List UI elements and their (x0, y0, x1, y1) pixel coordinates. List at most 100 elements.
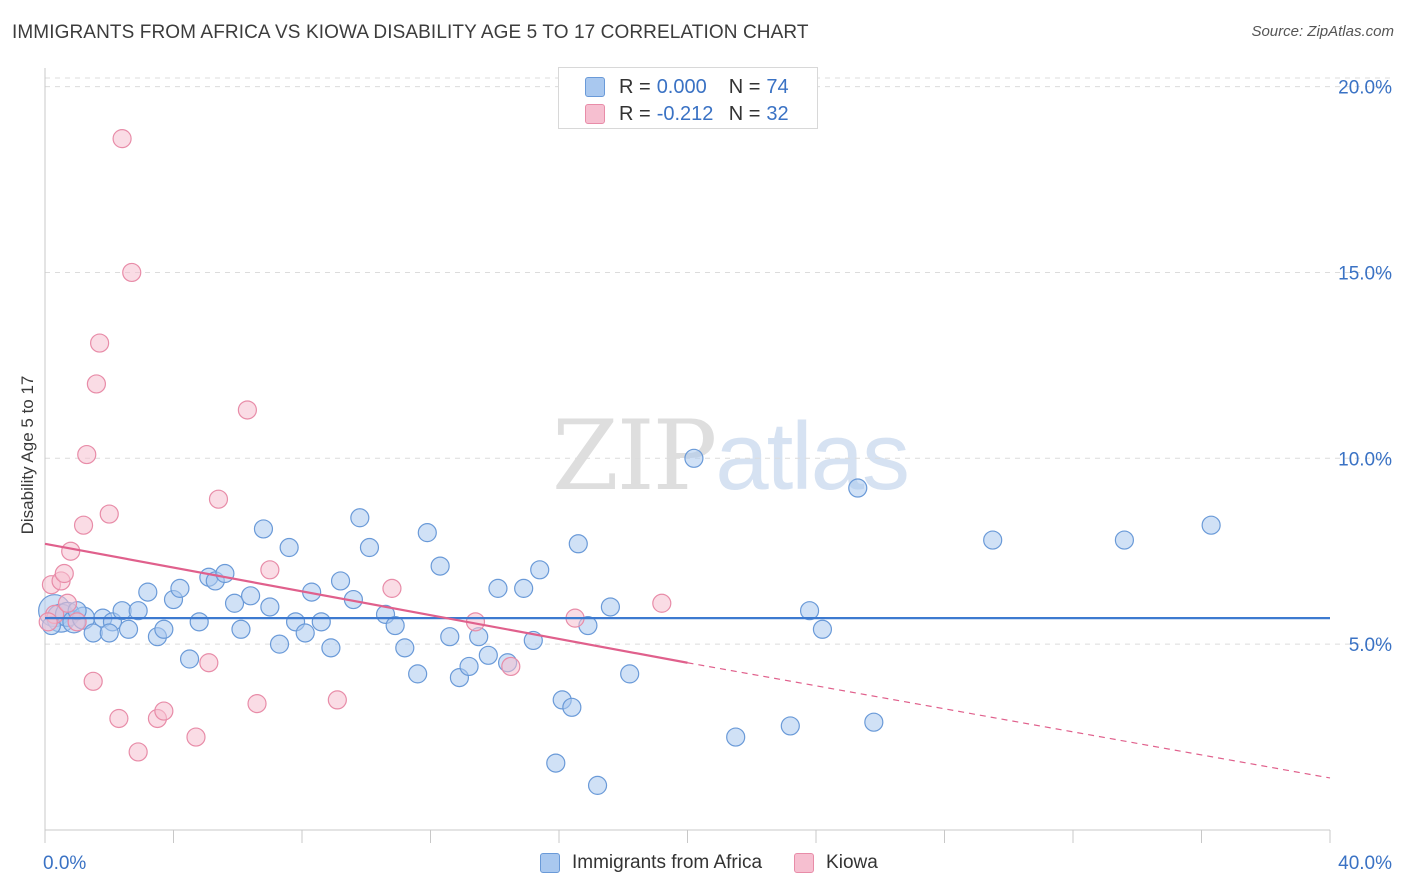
point-africa (231, 619, 251, 639)
r-label: R = (619, 75, 651, 98)
legend-item-kiowa[interactable]: Kiowa (794, 852, 878, 874)
point-kiowa (327, 690, 347, 710)
r-value: 0.000 (656, 75, 707, 98)
point-africa (154, 619, 174, 639)
point-africa (395, 638, 415, 658)
point-kiowa (99, 504, 119, 524)
point-kiowa (54, 563, 74, 584)
legend-item-africa[interactable]: Immigrants from Africa (540, 852, 762, 874)
point-kiowa (77, 444, 97, 465)
y-tick-label: 10.0% (1338, 449, 1392, 470)
point-africa (459, 656, 479, 677)
point-africa (260, 597, 280, 617)
legend-row-kiowa: R = -0.212 N = 32 (585, 103, 789, 125)
point-africa (359, 537, 380, 558)
point-africa (684, 448, 704, 468)
point-africa (568, 534, 588, 554)
legend-label-africa: Immigrants from Africa (572, 852, 763, 873)
legend-swatch-kiowa (794, 853, 815, 873)
n-value: 32 (766, 102, 789, 125)
point-africa (587, 775, 608, 795)
legend-row-africa: R = 0.000 N = 74 (585, 76, 789, 98)
r-value: -0.212 (656, 102, 714, 125)
point-kiowa (154, 701, 174, 721)
point-africa (241, 586, 261, 606)
point-africa (128, 601, 148, 621)
legend-swatch-africa (540, 853, 560, 873)
point-africa (812, 619, 833, 639)
point-africa (189, 612, 209, 632)
point-kiowa (112, 129, 132, 149)
point-africa (99, 623, 119, 643)
n-label: N = (728, 102, 761, 125)
point-africa (780, 716, 800, 736)
point-africa (530, 560, 550, 580)
point-africa (726, 727, 746, 747)
watermark: ZIPatlas (552, 400, 910, 512)
point-africa (848, 478, 868, 498)
x-tick-label: 40.0% (1338, 853, 1392, 874)
legend-label-kiowa: Kiowa (826, 852, 878, 873)
trendline-extension-kiowa (687, 662, 1331, 779)
point-kiowa (73, 515, 94, 535)
point-africa (215, 563, 235, 584)
series-legend: Immigrants from Africa Kiowa (540, 852, 910, 874)
point-africa (170, 578, 190, 598)
y-tick-label: 5.0% (1349, 635, 1392, 656)
point-kiowa (83, 671, 103, 691)
point-kiowa (67, 612, 87, 632)
point-africa (385, 615, 405, 636)
trendline-kiowa (44, 542, 688, 664)
point-africa (179, 649, 200, 669)
point-kiowa (382, 578, 402, 598)
point-africa (514, 578, 534, 598)
point-africa (112, 601, 132, 621)
n-value: 74 (766, 75, 789, 98)
point-kiowa (652, 593, 672, 613)
point-africa (600, 597, 621, 617)
point-africa (1114, 530, 1135, 550)
chart-title: IMMIGRANTS FROM AFRICA VS KIOWA DISABILI… (12, 22, 809, 43)
point-africa (321, 638, 341, 658)
point-kiowa (128, 742, 148, 762)
point-kiowa (90, 333, 110, 353)
point-kiowa (57, 593, 78, 613)
point-kiowa (86, 374, 107, 394)
point-africa (350, 508, 370, 528)
point-kiowa (109, 708, 129, 729)
point-africa (330, 571, 351, 591)
source-label: Source: ZipAtlas.com (1251, 23, 1394, 40)
point-africa (138, 582, 158, 602)
point-kiowa (501, 656, 521, 677)
point-kiowa (38, 612, 58, 632)
point-kiowa (61, 541, 81, 561)
point-africa (311, 612, 331, 632)
point-kiowa (208, 489, 229, 509)
point-africa (269, 634, 290, 654)
legend-swatch-africa (585, 77, 605, 97)
point-africa (440, 627, 460, 647)
point-africa (488, 578, 508, 598)
point-kiowa (186, 727, 206, 747)
point-africa (620, 664, 640, 684)
n-label: N = (728, 75, 761, 98)
x-tick-label: 0.0% (43, 853, 86, 874)
y-tick-label: 20.0% (1338, 78, 1392, 99)
point-africa (562, 697, 582, 717)
point-africa (430, 556, 450, 576)
point-africa (408, 664, 428, 684)
point-africa (118, 619, 139, 639)
point-africa (478, 645, 498, 665)
point-kiowa (260, 560, 280, 580)
point-kiowa (247, 694, 267, 714)
point-africa (864, 712, 884, 732)
point-africa (1201, 515, 1221, 535)
y-tick-label: 15.0% (1338, 263, 1392, 284)
point-africa (799, 601, 820, 621)
legend-swatch-kiowa (585, 104, 605, 124)
r-label: R = (619, 102, 651, 125)
point-kiowa (237, 400, 257, 420)
point-africa (224, 593, 245, 613)
y-axis-label: Disability Age 5 to 17 (18, 375, 37, 535)
